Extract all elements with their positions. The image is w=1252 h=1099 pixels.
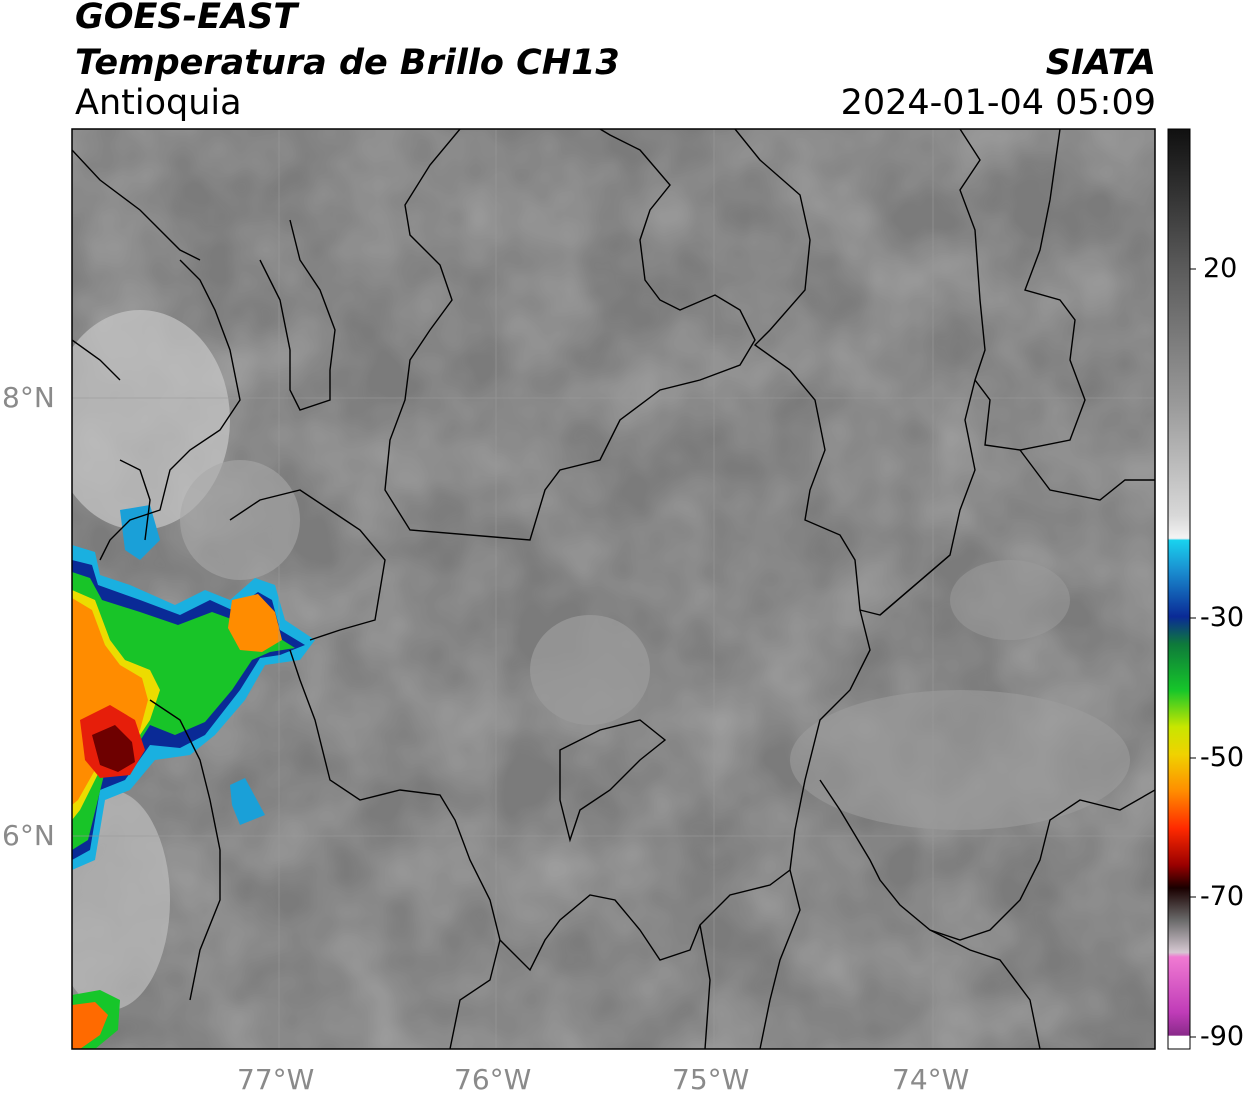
map-plot-area — [72, 129, 1155, 1049]
lat-tick-6n: 6°N — [2, 819, 55, 852]
cloud-orange-east — [228, 594, 282, 652]
map-frame — [71, 128, 1156, 1050]
region-label: Antioquia — [75, 83, 242, 123]
lon-tick-76w: 76°W — [454, 1063, 532, 1096]
lon-tick-75w: 75°W — [672, 1063, 750, 1096]
graticule — [72, 129, 1155, 1049]
colorbar-label-minus50: -50 — [1200, 742, 1245, 773]
colorbar-ticks — [1190, 268, 1196, 1038]
colorbar — [1167, 128, 1191, 1050]
product-title: Temperatura de Brillo CH13 — [75, 43, 620, 83]
timestamp-label: 2024-01-04 05:09 — [840, 83, 1156, 123]
department-boundaries — [72, 129, 1155, 1049]
colorbar-label-minus90: -90 — [1200, 1021, 1245, 1052]
lon-tick-77w: 77°W — [237, 1063, 315, 1096]
agency-label: SIATA — [1045, 43, 1156, 83]
lon-tick-74w: 74°W — [892, 1063, 970, 1096]
cloud-darkred-core — [92, 725, 135, 772]
colorbar-label-20: 20 — [1203, 253, 1238, 284]
lat-tick-8n: 8°N — [2, 381, 55, 414]
colorbar-label-minus30: -30 — [1200, 602, 1245, 633]
colorbar-label-minus70: -70 — [1200, 881, 1245, 912]
satellite-title: GOES-EAST — [75, 0, 298, 37]
